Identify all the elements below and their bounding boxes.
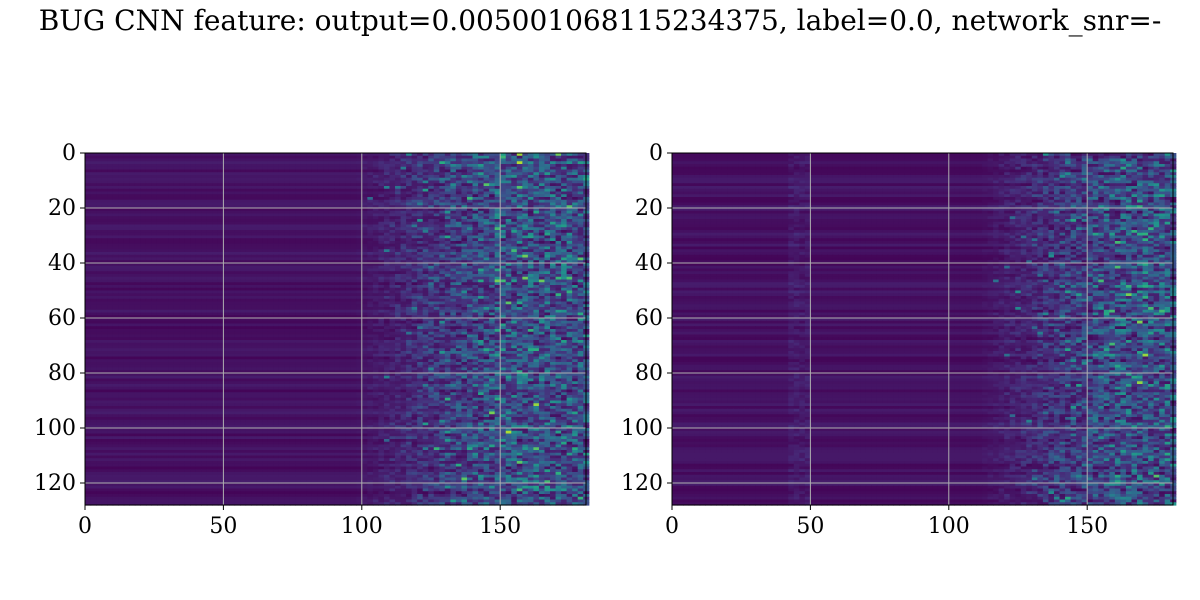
y-tick-label-80: 80 (48, 361, 76, 386)
y-tick-label-20: 20 (48, 196, 76, 221)
x-tick-label-0: 0 (78, 514, 92, 539)
y-tick-label-120: 120 (34, 471, 76, 496)
axes-frame-left (84, 152, 587, 506)
heatmap-right (672, 153, 1177, 506)
y-tick-label-100: 100 (34, 416, 76, 441)
x-tick-label-150: 150 (479, 514, 521, 539)
y-tick-label-60: 60 (48, 306, 76, 331)
y-tick-label-60: 60 (635, 306, 663, 331)
x-tick-label-100: 100 (928, 514, 970, 539)
x-tick-label-50: 50 (209, 514, 237, 539)
y-tick-label-20: 20 (635, 196, 663, 221)
y-tick-label-120: 120 (621, 471, 663, 496)
y-tick-label-40: 40 (48, 251, 76, 276)
axes-frame-right (671, 152, 1174, 506)
x-tick-label-0: 0 (665, 514, 679, 539)
y-tick-label-0: 0 (649, 141, 663, 166)
x-tick-label-50: 50 (796, 514, 824, 539)
y-tick-label-100: 100 (621, 416, 663, 441)
y-tick-label-0: 0 (62, 141, 76, 166)
y-tick-label-80: 80 (635, 361, 663, 386)
x-tick-label-150: 150 (1066, 514, 1108, 539)
x-tick-label-100: 100 (341, 514, 383, 539)
figure-title: BUG CNN feature: output=0.00500106811523… (0, 4, 1200, 37)
y-tick-label-40: 40 (635, 251, 663, 276)
heatmap-left (85, 153, 590, 506)
